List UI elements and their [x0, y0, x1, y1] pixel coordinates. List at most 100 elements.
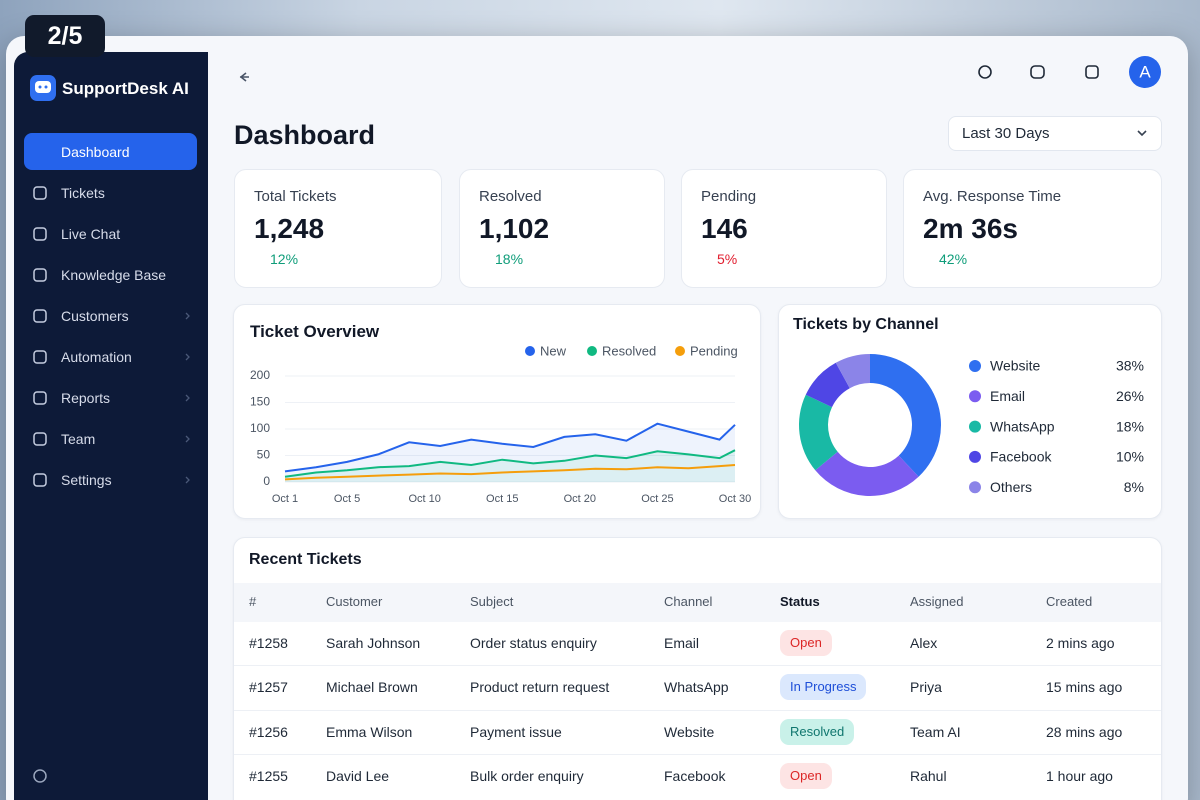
x-tick-label: Oct 25	[641, 493, 673, 505]
range-text: Last 30 Days	[962, 125, 1050, 142]
line	[284, 422, 736, 473]
nav-item[interactable]: Tickets	[61, 185, 105, 201]
legend-label: Resolved	[602, 343, 656, 358]
table-cell: #1258	[249, 635, 288, 651]
legend-label: WhatsApp	[990, 418, 1055, 434]
stat-change: 42%	[939, 251, 968, 267]
table-cell: WhatsApp	[664, 679, 729, 696]
nav-icon	[33, 391, 47, 405]
donut-slice	[815, 451, 919, 496]
legend-swatch	[969, 420, 981, 433]
column-header: Channel	[664, 594, 713, 609]
chat-icon[interactable]	[1030, 65, 1045, 79]
table-cell: Priya	[910, 679, 942, 696]
legend-label: Facebook	[990, 449, 1052, 465]
nav-item[interactable]: Dashboard	[61, 144, 130, 160]
stat-label: Pending	[701, 188, 757, 205]
legend-swatch	[587, 346, 597, 356]
nav-item[interactable]: Team	[61, 431, 96, 447]
nav-icon	[33, 350, 47, 364]
bell-icon[interactable]	[1085, 65, 1099, 79]
column-header: Subject	[470, 594, 514, 609]
nav-icon	[33, 309, 47, 323]
table-cell: #1255	[249, 767, 288, 784]
stat-value: 1,248	[254, 213, 325, 244]
x-tick-label: Oct 5	[334, 493, 360, 505]
stat-value: 2m 36s	[923, 213, 1018, 244]
refresh-icon[interactable]	[978, 65, 992, 79]
stat-label: Avg. Response Time	[923, 188, 1062, 205]
nav-item[interactable]: Reports	[61, 390, 111, 406]
column-header: Status	[780, 594, 820, 609]
row-divider	[234, 753, 1161, 755]
row-divider	[234, 665, 1161, 667]
table-cell: #1257	[249, 679, 288, 696]
value-label: 10%	[1116, 449, 1144, 465]
value-label: 26%	[1116, 388, 1144, 404]
logo-inner	[35, 81, 51, 93]
x-tick-label: Oct 1	[272, 493, 298, 505]
value-label: 18%	[1116, 418, 1144, 434]
legend-label: New	[540, 343, 567, 358]
nav-chevron	[185, 353, 190, 361]
logout-icon[interactable]	[33, 769, 47, 783]
legend-label: Email	[990, 388, 1025, 404]
legend-swatch	[969, 481, 981, 494]
table-cell: 28 mins ago	[1046, 723, 1123, 740]
status-pill: Resolved	[780, 718, 855, 745]
table-cell: 15 mins ago	[1046, 679, 1123, 696]
table-cell: Rahul	[910, 767, 947, 784]
nav-chevron	[185, 312, 190, 320]
nav-icon	[33, 432, 47, 446]
table-cell: 2 mins ago	[1046, 635, 1115, 651]
table-cell: Sarah Johnson	[326, 635, 421, 651]
donut-slice	[835, 354, 870, 389]
table-cell: Payment issue	[470, 723, 562, 740]
line	[284, 464, 736, 481]
table-cell: Michael Brown	[326, 679, 418, 696]
table-cell: David Lee	[326, 767, 390, 784]
value-label: 38%	[1116, 358, 1144, 374]
nav-item[interactable]: Settings	[61, 472, 112, 488]
row-divider	[234, 709, 1161, 711]
nav-icon	[33, 227, 47, 241]
nav-icon	[33, 268, 47, 282]
column-header: #	[249, 594, 257, 609]
nav-active-bg[interactable]	[24, 133, 197, 170]
avatar[interactable]	[1129, 56, 1161, 88]
value-label: 8%	[1124, 479, 1144, 495]
range-chevron	[1137, 130, 1147, 137]
nav-item[interactable]: Knowledge Base	[61, 267, 167, 283]
x-tick-label: Oct 15	[486, 493, 518, 505]
stat-change: 5%	[717, 251, 738, 267]
channels-title: Tickets by Channel	[793, 316, 939, 333]
table-cell: Bulk order enquiry	[470, 767, 584, 784]
nav-chevron	[185, 476, 190, 484]
table-title: Recent Tickets	[249, 551, 362, 568]
nav-item[interactable]: Customers	[61, 308, 129, 324]
column-header: Customer	[326, 594, 383, 609]
range-select[interactable]	[948, 116, 1162, 151]
nav-item[interactable]: Automation	[61, 349, 132, 365]
table-cell: Product return request	[470, 679, 610, 696]
legend-label: Pending	[690, 343, 738, 358]
nav-item[interactable]: Live Chat	[61, 226, 121, 242]
stat-card	[234, 169, 442, 288]
x-tick-label: Oct 20	[564, 493, 596, 505]
table-cell: Order status enquiry	[470, 635, 597, 651]
legend-swatch	[525, 346, 535, 356]
x-tick-label: Oct 10	[408, 493, 440, 505]
collapse-icon[interactable]	[239, 72, 249, 82]
legend-swatch	[969, 390, 981, 403]
brand: SupportDesk AI	[62, 79, 189, 98]
nav-chevron	[185, 394, 190, 402]
logo-dot	[38, 85, 42, 89]
y-tick-label: 0	[263, 474, 270, 488]
stat-label: Resolved	[479, 188, 542, 205]
table-cell: Emma Wilson	[326, 723, 413, 740]
x-tick-label: Oct 30	[719, 493, 751, 505]
table-header-bg	[234, 583, 1161, 622]
